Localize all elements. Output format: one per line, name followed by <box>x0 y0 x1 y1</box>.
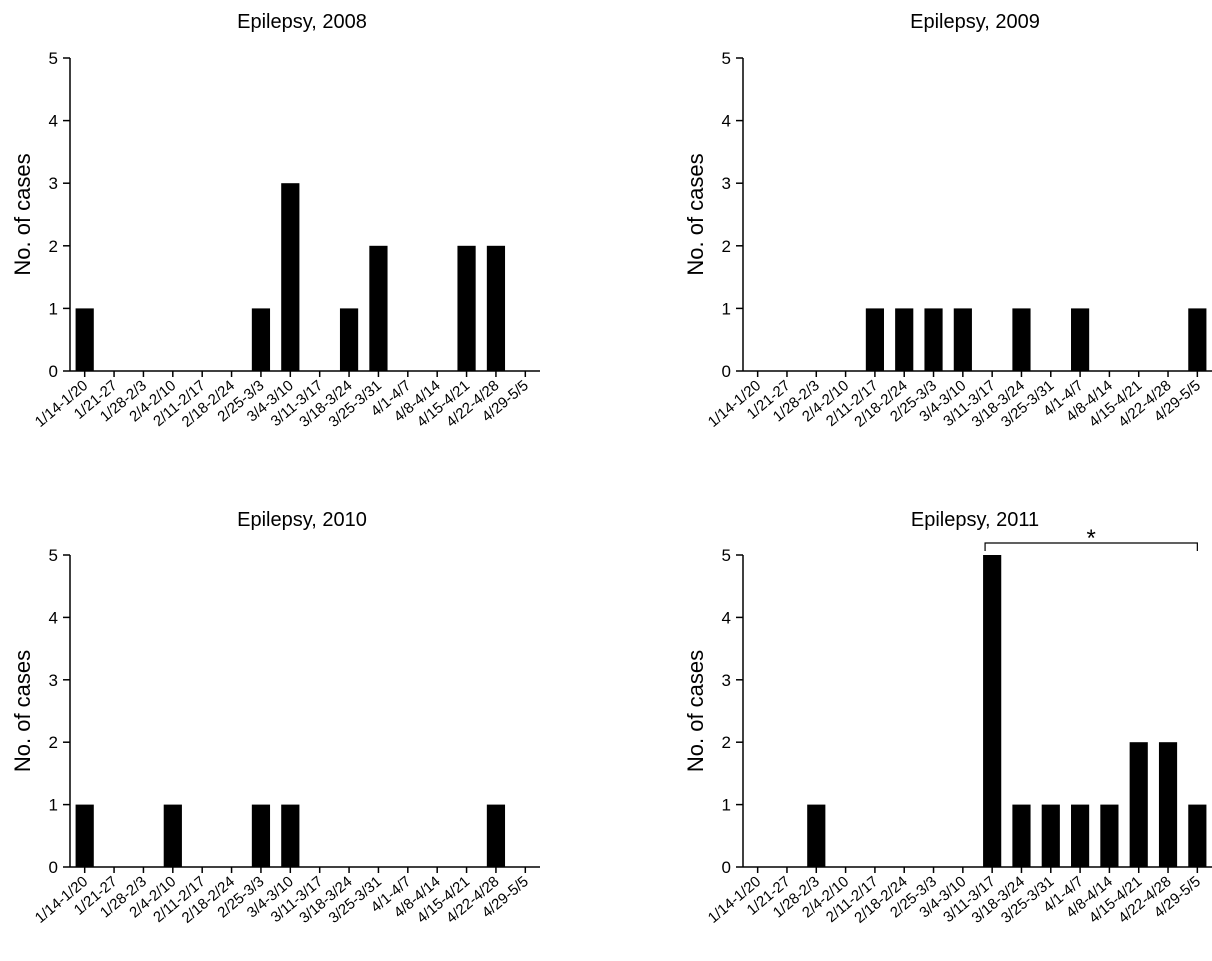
bar <box>251 804 271 867</box>
y-tick-label: 3 <box>722 174 731 193</box>
bar <box>163 804 182 867</box>
y-axis-label: No. of cases <box>10 650 35 772</box>
y-tick-label: 2 <box>49 733 58 752</box>
bar <box>369 245 388 371</box>
bar <box>1012 804 1031 867</box>
chart-title: Epilepsy, 2009 <box>910 11 1040 33</box>
bar <box>1100 804 1119 867</box>
bar <box>953 308 972 371</box>
bar <box>983 555 1002 867</box>
y-tick-label: 0 <box>722 858 731 877</box>
y-tick-label: 2 <box>722 733 731 752</box>
bar <box>339 308 359 371</box>
y-tick-label: 3 <box>49 671 58 690</box>
y-tick-label: 0 <box>722 362 731 381</box>
y-tick-label: 3 <box>722 671 731 690</box>
bar <box>457 245 476 371</box>
bar <box>807 804 826 867</box>
chart-title: Epilepsy, 2011 <box>911 509 1039 531</box>
bar <box>1158 742 1178 867</box>
bar <box>75 804 94 867</box>
bar <box>1188 308 1207 371</box>
significance-marker: * <box>1087 525 1096 552</box>
y-tick-label: 4 <box>722 112 731 131</box>
y-tick-label: 2 <box>49 237 58 256</box>
bar <box>486 245 506 371</box>
y-axis-label: No. of cases <box>10 153 35 275</box>
bar <box>924 308 943 371</box>
bar <box>281 183 300 371</box>
y-tick-label: 1 <box>49 299 58 318</box>
y-axis-label: No. of cases <box>683 153 708 275</box>
y-tick-label: 4 <box>49 608 58 627</box>
bar <box>895 308 914 371</box>
y-tick-label: 1 <box>722 299 731 318</box>
chart-title: Epilepsy, 2008 <box>237 11 367 33</box>
significance-bracket <box>984 542 1198 551</box>
y-tick-label: 4 <box>722 608 731 627</box>
y-tick-label: 1 <box>49 796 58 815</box>
y-tick-label: 5 <box>722 546 731 565</box>
y-tick-label: 0 <box>49 858 58 877</box>
bar <box>251 308 271 371</box>
y-tick-label: 3 <box>49 174 58 193</box>
bar <box>75 308 94 371</box>
y-tick-label: 4 <box>49 112 58 131</box>
chart-title: Epilepsy, 2010 <box>237 509 367 531</box>
y-tick-label: 0 <box>49 362 58 381</box>
y-tick-label: 5 <box>722 49 731 68</box>
bar <box>1041 804 1060 867</box>
bar <box>281 804 300 867</box>
bar <box>1188 804 1207 867</box>
bar <box>1129 742 1148 867</box>
bar <box>1012 308 1031 371</box>
bar <box>1071 308 1090 371</box>
bar <box>486 804 506 867</box>
bar <box>1071 804 1090 867</box>
y-tick-label: 2 <box>722 237 731 256</box>
y-tick-label: 5 <box>49 49 58 68</box>
y-tick-label: 5 <box>49 546 58 565</box>
bar <box>865 308 884 371</box>
y-tick-label: 1 <box>722 796 731 815</box>
y-axis-label: No. of cases <box>683 650 708 772</box>
